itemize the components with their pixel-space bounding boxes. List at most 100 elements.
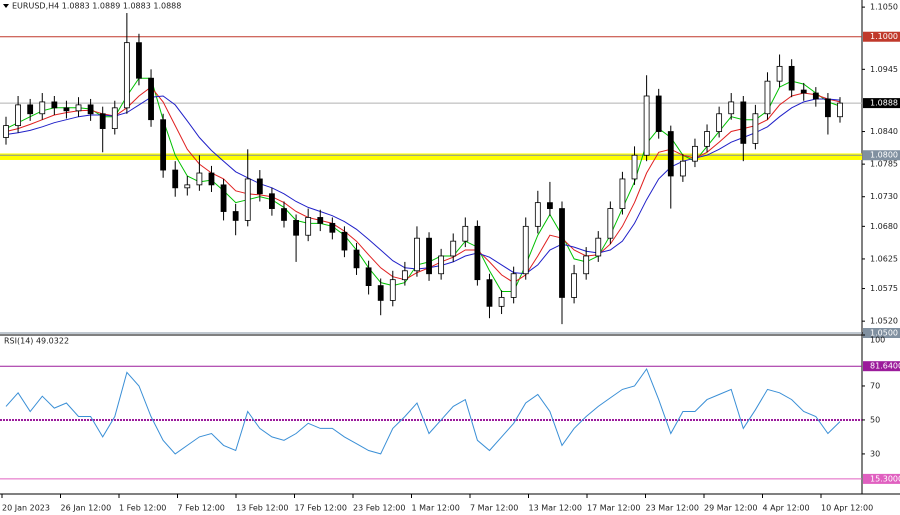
candle-body	[220, 184, 227, 212]
level-box	[863, 31, 900, 42]
candle-body	[486, 279, 493, 307]
y-tick-label: 1.0945	[870, 65, 898, 74]
candle-body	[148, 77, 154, 121]
level-label: 81.6400	[870, 362, 900, 371]
candle-body	[184, 184, 191, 189]
candle-body	[111, 107, 118, 129]
y-tick-label: 30	[870, 449, 880, 458]
candle-body	[764, 80, 771, 115]
candle-body	[643, 95, 650, 156]
x-tick-label: 7 Mar 12:00	[470, 504, 518, 513]
candle-body	[450, 240, 457, 257]
y-tick-label: 50	[870, 415, 880, 424]
level-box	[863, 473, 900, 484]
level-box	[863, 328, 900, 338]
candle-body	[812, 92, 819, 100]
candle-body	[256, 178, 263, 195]
candle-body	[619, 178, 626, 209]
level-label: 15.3000	[870, 474, 900, 483]
candle-body	[317, 217, 324, 224]
menu-icon[interactable]	[3, 4, 9, 8]
candle-body	[559, 208, 565, 298]
candle-body	[389, 279, 396, 301]
candle-body	[401, 270, 408, 281]
candle-body	[522, 225, 529, 275]
moving-average	[5, 95, 841, 275]
candle-body	[534, 202, 541, 227]
y-tick-label: 70	[870, 381, 880, 390]
candle-body	[172, 169, 179, 189]
candle-body	[27, 104, 34, 115]
x-tick-label: 26 Jan 12:00	[61, 504, 112, 513]
candle-body	[99, 113, 106, 129]
candle-body	[426, 237, 432, 275]
candle-body	[547, 202, 553, 209]
chart-title: EURUSD,H4 1.0883 1.0889 1.0883 1.0888	[12, 2, 181, 11]
y-tick-label: 1.0785	[870, 160, 898, 169]
candle-body	[341, 231, 348, 251]
level-label: 1.0888	[870, 99, 898, 108]
candle-body	[692, 145, 698, 162]
level-label: 1.0800	[870, 151, 898, 160]
level-box	[863, 361, 900, 372]
candle-body	[329, 222, 336, 233]
candle-body	[136, 42, 142, 79]
x-tick-label: 20 Jan 2023	[2, 504, 50, 513]
candle-body	[269, 193, 275, 209]
candle-body	[498, 297, 505, 307]
level-label: 1.0500	[870, 329, 898, 338]
level-box	[863, 98, 900, 109]
candle-body	[462, 225, 469, 242]
candle-body	[232, 211, 239, 221]
candle-body	[353, 249, 360, 269]
candle-body	[788, 65, 795, 91]
y-tick-label: 100	[870, 336, 885, 345]
candle-body	[837, 102, 843, 118]
candle-body	[75, 104, 82, 112]
candle-body	[305, 217, 312, 236]
y-tick-label: 1.0575	[870, 284, 898, 293]
candle-body	[607, 208, 614, 239]
candle-body	[776, 65, 783, 82]
y-tick-label: 1.0520	[870, 317, 898, 326]
candle-body	[87, 104, 94, 115]
candle-body	[474, 225, 481, 281]
candle-body	[631, 154, 638, 180]
y-tick-label: 1.0730	[870, 192, 898, 201]
candle-body	[728, 101, 735, 115]
candle-body	[655, 95, 662, 132]
x-tick-label: 29 Mar 12:00	[704, 504, 757, 513]
candle-body	[123, 42, 130, 109]
x-tick-label: 7 Feb 12:00	[178, 504, 225, 513]
rsi-line	[5, 367, 841, 455]
candle-body	[160, 119, 167, 171]
candle-body	[3, 125, 9, 138]
x-tick-label: 17 Mar 12:00	[587, 504, 640, 513]
candle-body	[679, 160, 686, 177]
candle-body	[293, 220, 299, 236]
candle-body	[377, 285, 384, 301]
candle-body	[825, 98, 831, 118]
candle-body	[63, 107, 70, 112]
x-tick-label: 1 Mar 12:00	[412, 504, 460, 513]
candle-body	[583, 255, 590, 275]
candle-body	[595, 237, 602, 257]
candle-body	[716, 113, 723, 132]
level-box	[863, 150, 900, 161]
candle-body	[800, 89, 807, 94]
candle-body	[510, 273, 517, 298]
y-tick-label: 1.0680	[870, 222, 898, 231]
candle-body	[704, 131, 710, 147]
candle-body	[244, 178, 251, 221]
candle-body	[51, 101, 58, 109]
candle-body	[281, 208, 287, 221]
moving-average	[5, 77, 841, 292]
x-tick-label: 1 Feb 12:00	[119, 504, 166, 513]
x-tick-label: 13 Mar 12:00	[529, 504, 582, 513]
candle-body	[438, 255, 445, 275]
candle-body	[365, 267, 372, 286]
candle-body	[571, 273, 577, 298]
level-label: 1.1000	[870, 32, 898, 41]
